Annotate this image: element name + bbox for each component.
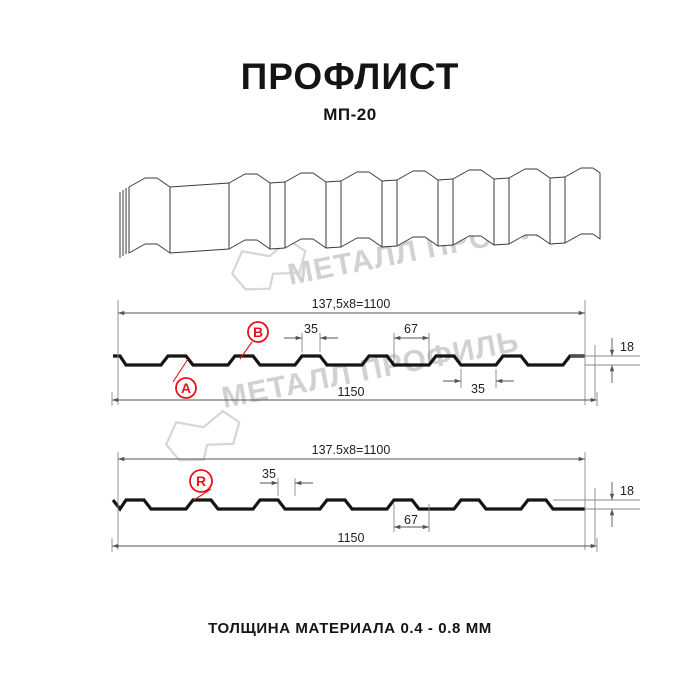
dim-bottom-height-label: 18 xyxy=(620,484,634,498)
marker-a-label: A xyxy=(181,380,191,396)
dim-top-pitch: 137,5x8=1100 xyxy=(118,297,585,316)
dim-top-overall-label: 1150 xyxy=(338,385,365,399)
dim-bottom-35: 35 xyxy=(260,467,313,496)
dim-top-height: 18 xyxy=(570,338,640,383)
profile-bottom-group: 137.5x8=1100 1150 35 xyxy=(111,443,640,552)
marker-r: R xyxy=(189,469,213,501)
product-model: МП-20 xyxy=(323,105,377,124)
dim-bottom-pitch-label: 137.5x8=1100 xyxy=(312,443,391,457)
dim-bottom-overall-label: 1150 xyxy=(338,531,365,545)
marker-r-label: R xyxy=(196,473,206,489)
dim-bottom-67-label: 67 xyxy=(404,513,418,527)
dim-bottom-35-label: 35 xyxy=(262,467,276,481)
dim-top-35-lower-label: 35 xyxy=(471,382,485,396)
corrugation-group xyxy=(128,167,601,254)
material-thickness-note: ТОЛЩИНА МАТЕРИАЛА 0.4 - 0.8 ММ xyxy=(208,620,492,637)
dim-top-67-label: 67 xyxy=(404,322,418,336)
profile-bottom-extension-lines xyxy=(117,452,596,550)
profile-top-extension-lines xyxy=(117,300,596,405)
dim-bottom-height: 18 xyxy=(553,482,640,527)
marker-b-label: B xyxy=(253,324,263,340)
isometric-corrugated-sheet xyxy=(119,167,601,258)
dim-top-height-label: 18 xyxy=(620,340,634,354)
marker-b: B xyxy=(239,321,269,360)
dim-top-pitch-label: 137,5x8=1100 xyxy=(312,297,391,311)
dim-top-35: 35 xyxy=(284,322,338,352)
profile-top-group: 137,5x8=1100 1150 35 xyxy=(111,297,640,406)
dim-bottom-67: 67 xyxy=(393,504,430,532)
marker-a: A xyxy=(172,358,197,399)
dim-bottom-overall: 1150 xyxy=(111,531,598,552)
dim-top-67: 67 xyxy=(393,322,430,362)
page-title: ПРОФЛИСТ xyxy=(240,56,460,97)
dim-bottom-pitch: 137.5x8=1100 xyxy=(118,443,585,462)
dim-top-overall: 1150 xyxy=(111,385,598,406)
dim-top-35-lower: 35 xyxy=(443,369,514,396)
dim-top-35-label: 35 xyxy=(304,322,318,336)
profile-top-waveform xyxy=(113,354,585,367)
profile-bottom-waveform xyxy=(111,498,585,512)
